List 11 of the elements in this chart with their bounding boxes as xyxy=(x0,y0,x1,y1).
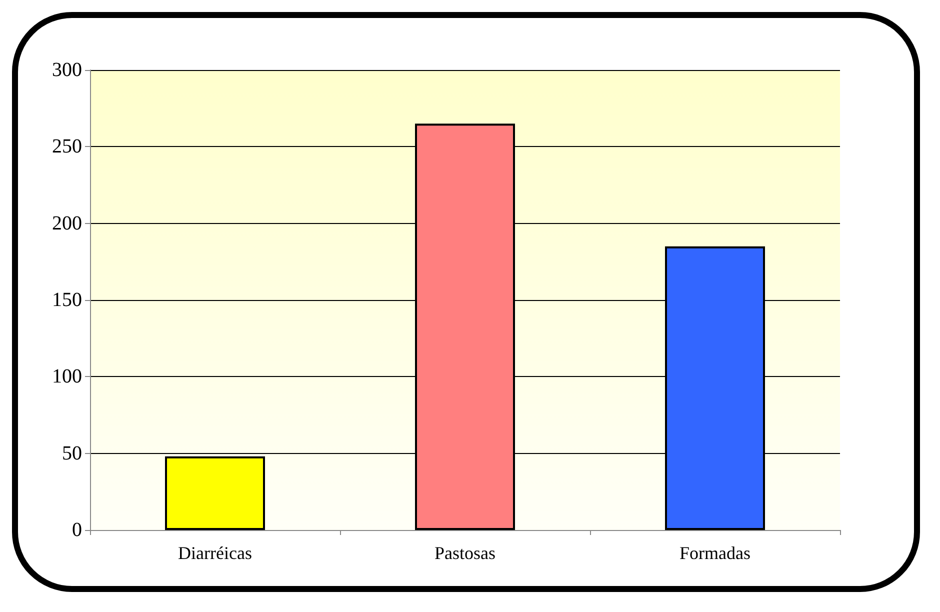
y-tick-label: 50 xyxy=(62,442,82,464)
y-tick-label: 300 xyxy=(52,59,82,81)
y-tick-label: 200 xyxy=(52,212,82,234)
x-tick-label: Diarréicas xyxy=(178,543,252,563)
y-tick-label: 150 xyxy=(52,289,82,311)
y-tick-label: 250 xyxy=(52,136,82,158)
bar xyxy=(165,456,265,530)
x-tick-label: Formadas xyxy=(680,543,750,563)
x-tick-label: Pastosas xyxy=(434,543,496,563)
y-tick-label: 100 xyxy=(52,366,82,388)
y-tick-label: 0 xyxy=(72,519,82,541)
